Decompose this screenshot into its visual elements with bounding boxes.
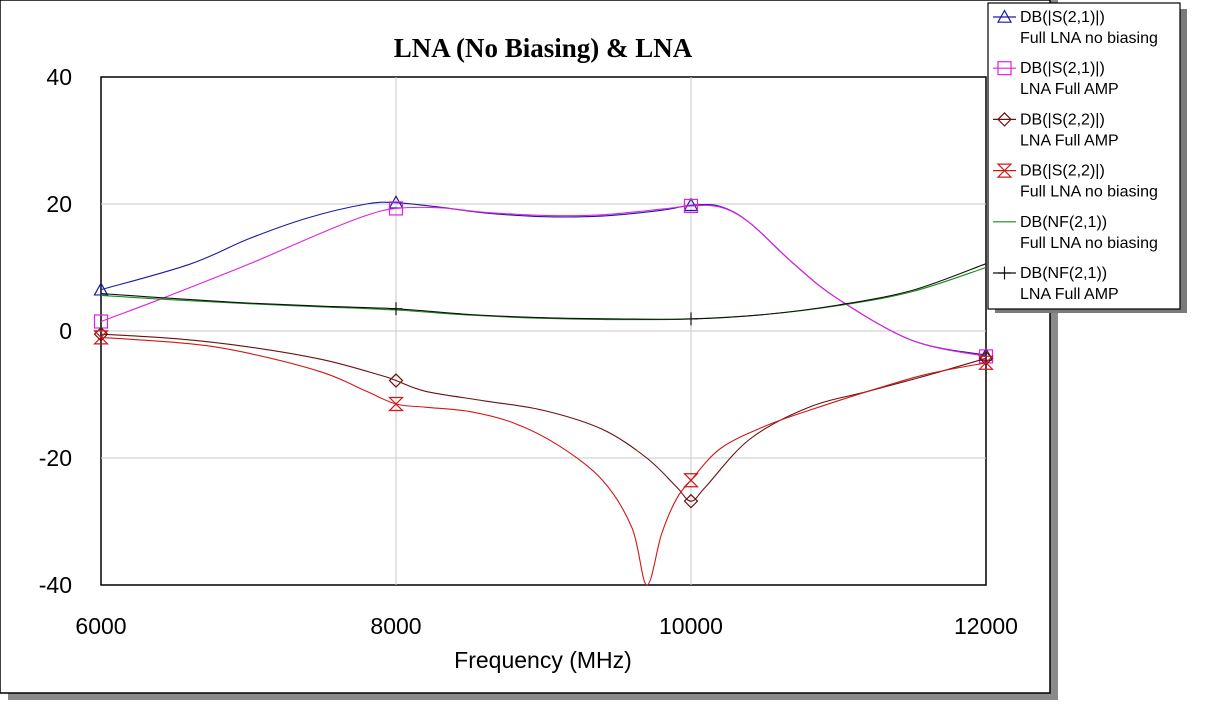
legend-item-5: DB(NF(2,1)) LNA Full AMP	[993, 265, 1119, 303]
series-line-2	[100, 333, 987, 502]
chart-title: LNA (No Biasing) & LNA	[394, 33, 693, 63]
series-marker-5	[389, 302, 403, 316]
legend-item-3: DB(|S(2,2)|) Full LNA no biasing	[993, 163, 1158, 201]
series-marker-2	[93, 326, 109, 342]
legend-marker	[998, 266, 1011, 280]
series-marker-0	[93, 281, 109, 296]
series-marker-0	[683, 197, 699, 212]
series-3	[93, 330, 994, 586]
series-marker-1	[388, 201, 404, 216]
legend-sub: Full LNA no biasing	[1020, 235, 1158, 252]
series-5	[100, 263, 987, 326]
series-line-3	[100, 336, 987, 586]
y-tick-label: -20	[39, 445, 72, 471]
legend-box	[987, 2, 1181, 310]
legend-item-2: DB(|S(2,2)|) LNA Full AMP	[993, 111, 1119, 149]
x-tick-label: 6000	[75, 613, 126, 639]
legend-sub: LNA Full AMP	[1020, 132, 1119, 149]
x-tick-label: 10000	[659, 613, 723, 639]
legend-sub: Full LNA no biasing	[1020, 184, 1158, 201]
series-marker-2	[683, 493, 699, 509]
series-group	[93, 194, 994, 586]
series-marker-3	[388, 396, 404, 412]
y-tick-label: -40	[39, 572, 72, 598]
legend-sub: LNA Full AMP	[1020, 286, 1119, 303]
y-tick-labels: 40 20 0 -20 -40	[39, 64, 72, 598]
x-tick-label: 8000	[370, 613, 421, 639]
series-marker-2	[388, 373, 404, 388]
legend-name: DB(|S(2,1)|)	[1020, 9, 1105, 26]
series-2	[93, 326, 994, 509]
legend-marker	[997, 112, 1012, 127]
y-tick-label: 0	[59, 318, 72, 344]
series-marker-5	[684, 312, 698, 326]
legend-name: DB(|S(2,2)|)	[1020, 163, 1105, 180]
legend-item-4: DB(NF(2,1)) Full LNA no biasing	[993, 214, 1158, 252]
legend-sub: Full LNA no biasing	[1020, 30, 1158, 47]
legend-name: DB(NF(2,1))	[1020, 265, 1107, 282]
series-line-4	[100, 266, 987, 321]
x-tick-labels: 6000 8000 10000 12000	[75, 613, 1018, 639]
legend-item-1: DB(|S(2,1)|) LNA Full AMP	[993, 60, 1119, 98]
y-tick-label: 20	[46, 191, 72, 217]
series-marker-3	[978, 355, 994, 370]
legend-sub: LNA Full AMP	[1020, 81, 1119, 98]
x-axis-label: Frequency (MHz)	[454, 647, 632, 673]
y-tick-label: 40	[46, 64, 72, 90]
x-tick-label: 12000	[954, 613, 1018, 639]
series-line-1	[100, 204, 987, 357]
legend-name: DB(NF(2,1))	[1020, 214, 1107, 231]
legend-name: DB(|S(2,1)|)	[1020, 60, 1105, 77]
legend-item-0: DB(|S(2,1)|) Full LNA no biasing	[993, 9, 1158, 47]
legend-marker	[997, 61, 1012, 76]
legend-marker	[996, 9, 1013, 23]
series-line-5	[100, 263, 987, 320]
legend-name: DB(|S(2,2)|)	[1020, 111, 1105, 128]
series-marker-3	[93, 330, 109, 345]
series-marker-3	[683, 473, 699, 488]
legend: DB(|S(2,1)|)Full LNA no biasingDB(|S(2,1…	[993, 9, 1158, 303]
series-marker-1	[683, 198, 699, 214]
grid-lines	[101, 77, 986, 585]
series-4	[100, 266, 987, 321]
legend-marker	[996, 163, 1013, 178]
